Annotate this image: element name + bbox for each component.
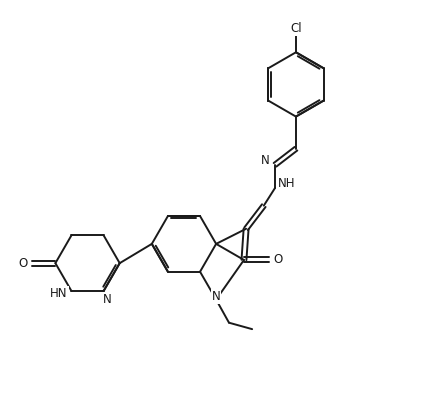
Text: Cl: Cl — [290, 22, 302, 35]
Text: N: N — [103, 293, 112, 305]
Text: NH: NH — [277, 177, 295, 190]
Text: O: O — [19, 256, 28, 269]
Text: O: O — [273, 253, 282, 266]
Text: N: N — [261, 154, 270, 167]
Text: N: N — [212, 290, 221, 303]
Text: HN: HN — [50, 287, 68, 300]
